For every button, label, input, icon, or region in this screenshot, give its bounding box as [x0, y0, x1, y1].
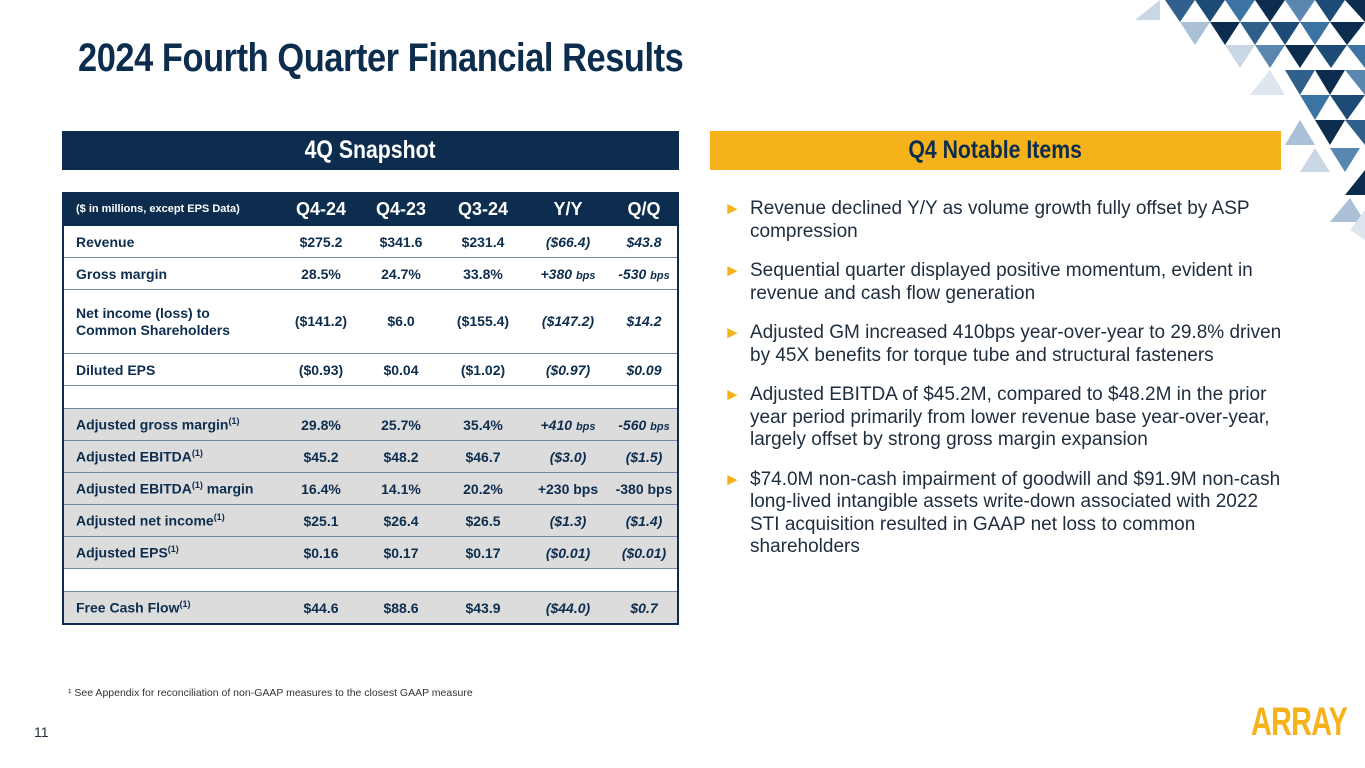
cell: $46.7	[441, 440, 525, 473]
table-row: Adjusted EBITDA(1) margin 16.4% 14.1% 20…	[63, 472, 678, 505]
cell: ($44.0)	[525, 591, 611, 625]
cell: ($66.4)	[525, 226, 611, 258]
cell: ($1.5)	[611, 440, 678, 473]
cell: $341.6	[361, 226, 441, 258]
cell: $0.7	[611, 591, 678, 625]
row-label: Adjusted EBITDA(1) margin	[63, 472, 281, 505]
cell: $231.4	[441, 226, 525, 258]
cell: $6.0	[361, 289, 441, 354]
cell: ($141.2)	[281, 289, 361, 354]
notable-items-list: ► Revenue declined Y/Y as volume growth …	[724, 198, 1284, 576]
cell: ($0.01)	[611, 536, 678, 569]
cell: ($1.4)	[611, 504, 678, 537]
row-label: Adjusted EPS(1)	[63, 536, 281, 569]
table-row: Adjusted EBITDA(1) $45.2 $48.2 $46.7 ($3…	[63, 440, 678, 473]
cell: -380 bps	[611, 472, 678, 505]
table-header-row: ($ in millions, except EPS Data) Q4-24 Q…	[63, 192, 678, 226]
cell: $44.6	[281, 591, 361, 625]
bullet-arrow-icon: ►	[724, 323, 741, 342]
cell: $275.2	[281, 226, 361, 258]
cell: ($1.02)	[441, 353, 525, 386]
cell: 24.7%	[361, 257, 441, 290]
page-number: 11	[34, 724, 49, 740]
cell: $48.2	[361, 440, 441, 473]
cell: 14.1%	[361, 472, 441, 505]
cell: 33.8%	[441, 257, 525, 290]
cell: $43.8	[611, 226, 678, 258]
cell: $25.1	[281, 504, 361, 537]
column-header-yy: Y/Y	[525, 192, 611, 226]
table-row: Revenue $275.2 $341.6 $231.4 ($66.4) $43…	[63, 226, 678, 258]
list-item: ► Adjusted EBITDA of $45.2M, compared to…	[724, 384, 1270, 450]
list-item: ► Adjusted GM increased 410bps year-over…	[724, 322, 1282, 366]
row-label: Gross margin	[63, 257, 281, 290]
cell: -530 bps	[611, 257, 678, 290]
row-label: Net income (loss) to Common Shareholders	[63, 289, 281, 354]
financial-snapshot-table: ($ in millions, except EPS Data) Q4-24 Q…	[62, 192, 679, 625]
cell: $0.17	[361, 536, 441, 569]
cell: 25.7%	[361, 408, 441, 441]
cell: $26.4	[361, 504, 441, 537]
cell: ($147.2)	[525, 289, 611, 354]
cell: 35.4%	[441, 408, 525, 441]
column-header-label: ($ in millions, except EPS Data)	[63, 192, 281, 226]
table-row: Adjusted net income(1) $25.1 $26.4 $26.5…	[63, 504, 678, 537]
row-label: Adjusted net income(1)	[63, 504, 281, 537]
cell: ($155.4)	[441, 289, 525, 354]
column-header-q4-24: Q4-24	[281, 192, 361, 226]
cell: $14.2	[611, 289, 678, 354]
cell: ($1.3)	[525, 504, 611, 537]
slide-title: 2024 Fourth Quarter Financial Results	[78, 36, 684, 80]
table-row: Adjusted gross margin(1) 29.8% 25.7% 35.…	[63, 408, 678, 441]
bullet-arrow-icon: ►	[724, 199, 741, 218]
cell: $45.2	[281, 440, 361, 473]
column-header-q3-24: Q3-24	[441, 192, 525, 226]
cell: $0.09	[611, 353, 678, 386]
cell: 28.5%	[281, 257, 361, 290]
list-item: ► Sequential quarter displayed positive …	[724, 260, 1253, 304]
table-row: Diluted EPS ($0.93) $0.04 ($1.02) ($0.97…	[63, 353, 678, 386]
cell: ($0.97)	[525, 353, 611, 386]
row-label: Diluted EPS	[63, 353, 281, 386]
cell: 20.2%	[441, 472, 525, 505]
cell: +380 bps	[525, 257, 611, 290]
cell: -560 bps	[611, 408, 678, 441]
cell: ($0.93)	[281, 353, 361, 386]
row-label: Free Cash Flow(1)	[63, 591, 281, 625]
cell: ($3.0)	[525, 440, 611, 473]
bullet-arrow-icon: ►	[724, 261, 741, 280]
row-label: Adjusted EBITDA(1)	[63, 440, 281, 473]
cell: $0.17	[441, 536, 525, 569]
triangle-pattern-decoration	[1135, 0, 1365, 240]
bullet-arrow-icon: ►	[724, 385, 741, 404]
cell: $88.6	[361, 591, 441, 625]
cell: +410 bps	[525, 408, 611, 441]
table-row: Gross margin 28.5% 24.7% 33.8% +380 bps …	[63, 257, 678, 290]
column-header-q4-23: Q4-23	[361, 192, 441, 226]
cell: +230 bps	[525, 472, 611, 505]
notable-items-header: Q4 Notable Items	[710, 131, 1281, 170]
table-row: Net income (loss) to Common Shareholders …	[63, 289, 678, 354]
row-label: Adjusted gross margin(1)	[63, 408, 281, 441]
table-row: Adjusted EPS(1) $0.16 $0.17 $0.17 ($0.01…	[63, 536, 678, 569]
spacer-row	[63, 385, 678, 409]
bullet-arrow-icon: ►	[724, 469, 741, 489]
cell: ($0.01)	[525, 536, 611, 569]
list-item: ► Revenue declined Y/Y as volume growth …	[724, 198, 1250, 242]
list-item: ► $74.0M non-cash impairment of goodwill…	[724, 468, 1281, 558]
cell: $43.9	[441, 591, 525, 625]
cell: $0.16	[281, 536, 361, 569]
column-header-qq: Q/Q	[611, 192, 678, 226]
snapshot-header: 4Q Snapshot	[62, 131, 679, 170]
cell: $26.5	[441, 504, 525, 537]
footnote: ¹ See Appendix for reconciliation of non…	[68, 687, 473, 699]
table-row: Free Cash Flow(1) $44.6 $88.6 $43.9 ($44…	[63, 591, 678, 625]
cell: 16.4%	[281, 472, 361, 505]
spacer-row	[63, 568, 678, 592]
array-logo: ARRAY	[1251, 700, 1348, 744]
cell: $0.04	[361, 353, 441, 386]
cell: 29.8%	[281, 408, 361, 441]
row-label: Revenue	[63, 226, 281, 258]
